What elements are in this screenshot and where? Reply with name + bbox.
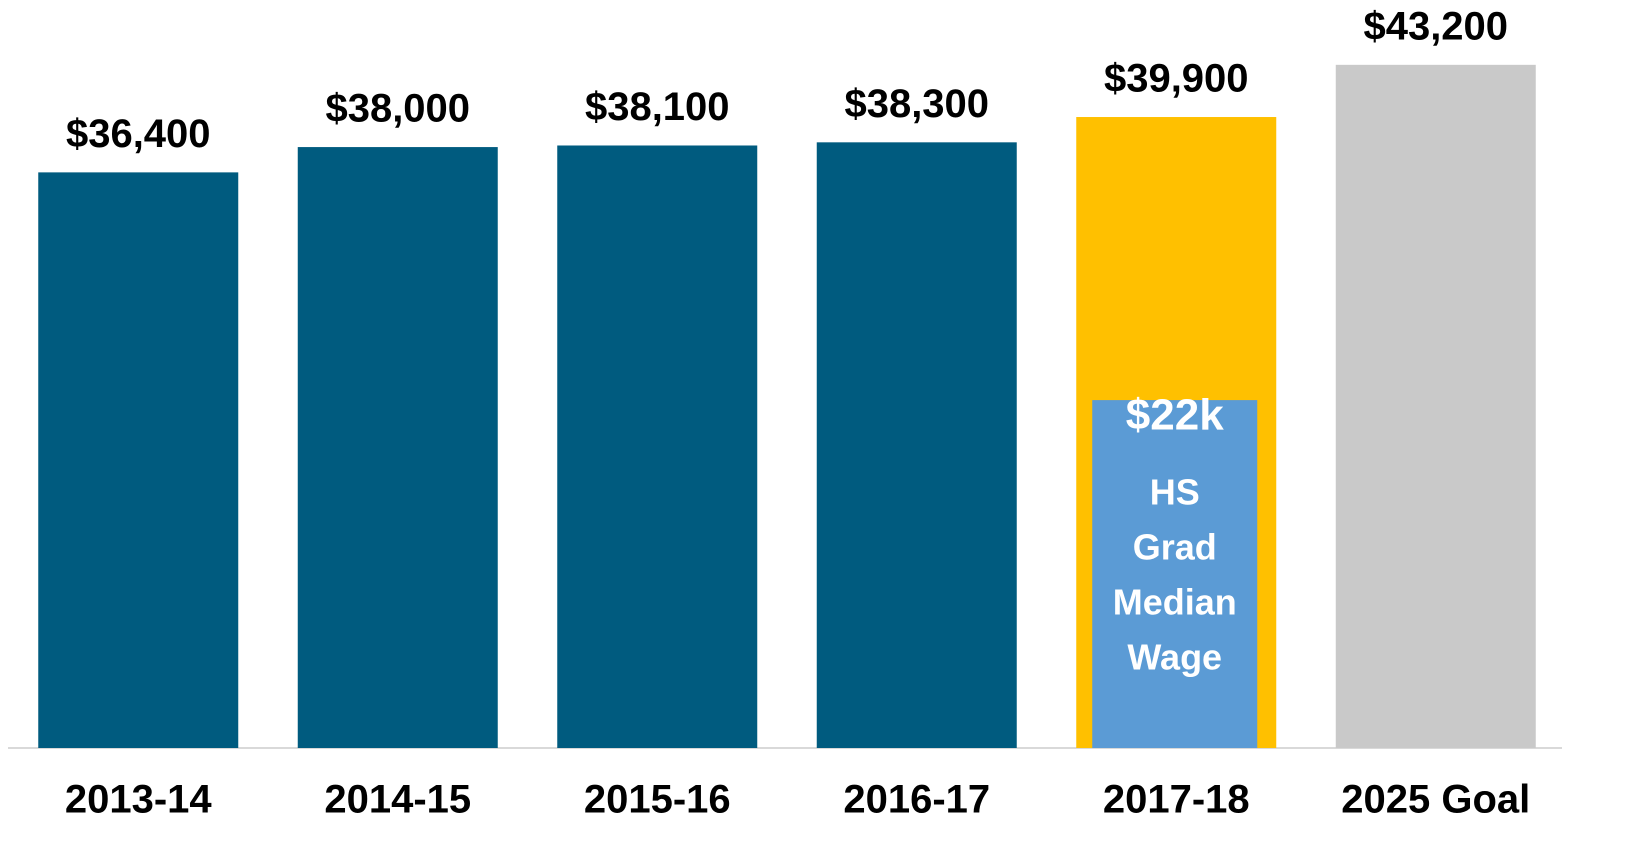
x-tick-label: 2016-17 <box>843 778 990 822</box>
x-tick-label: 2017-18 <box>1103 778 1250 822</box>
value-label: $38,000 <box>325 87 470 131</box>
overlay-text: Wage <box>1127 637 1222 678</box>
overlay-text: Median <box>1113 582 1237 623</box>
bar <box>38 172 239 749</box>
value-label: $38,100 <box>585 85 730 129</box>
value-label: $36,400 <box>66 112 211 156</box>
bar <box>297 147 498 748</box>
x-tick-label: 2014-15 <box>324 778 471 822</box>
overlay-text: HS <box>1150 472 1200 513</box>
x-tick-label: 2013-14 <box>65 778 213 822</box>
overlay-text: Grad <box>1133 527 1217 568</box>
bar <box>1335 64 1536 748</box>
x-tick-label: 2015-16 <box>584 778 731 822</box>
overlay-bar <box>1092 400 1258 748</box>
overlay-label: $22k <box>1126 391 1224 440</box>
value-label: $39,900 <box>1104 57 1249 101</box>
bar <box>557 145 758 748</box>
value-label: $38,300 <box>844 82 989 126</box>
x-tick-label: 2025 Goal <box>1341 778 1530 822</box>
bar <box>816 142 1017 749</box>
value-label: $43,200 <box>1363 4 1508 48</box>
